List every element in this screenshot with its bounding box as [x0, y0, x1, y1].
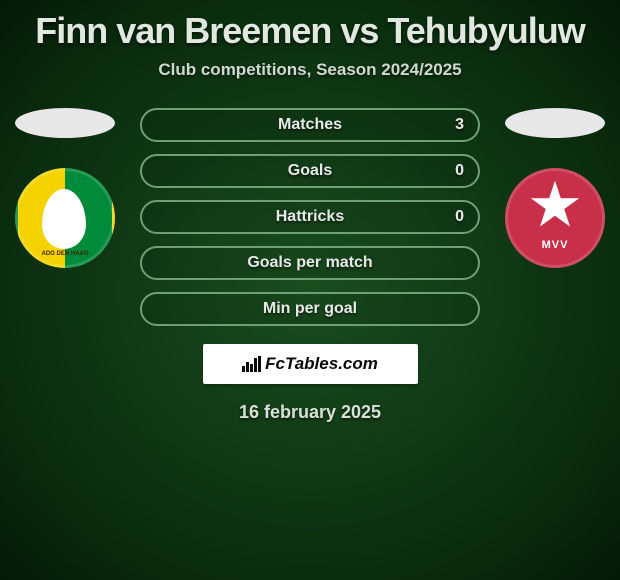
stat-label: Hattricks: [276, 208, 344, 226]
bar-chart-icon: [242, 356, 261, 372]
stat-right-value: 0: [455, 208, 464, 226]
stat-row-hattricks: Hattricks 0: [140, 200, 480, 234]
subtitle: Club competitions, Season 2024/2025: [0, 60, 620, 80]
club-badge-left: [15, 168, 115, 268]
stat-row-goals: Goals 0: [140, 154, 480, 188]
stat-row-min-per-goal: Min per goal: [140, 292, 480, 326]
stat-label: Goals per match: [247, 254, 372, 272]
date-label: 16 february 2025: [0, 402, 620, 423]
stats-list: Matches 3 Goals 0 Hattricks 0 Goals per …: [140, 108, 480, 326]
stat-label: Min per goal: [263, 300, 357, 318]
stat-row-goals-per-match: Goals per match: [140, 246, 480, 280]
player-right-avatar: [505, 108, 605, 138]
player-left-column: [10, 108, 120, 268]
club-badge-right: [505, 168, 605, 268]
page-title: Finn van Breemen vs Tehubyuluw: [0, 0, 620, 52]
player-left-avatar: [15, 108, 115, 138]
stat-right-value: 0: [455, 162, 464, 180]
stat-label: Matches: [278, 116, 342, 134]
stat-label: Goals: [288, 162, 332, 180]
player-right-column: [500, 108, 610, 268]
comparison-panel: Matches 3 Goals 0 Hattricks 0 Goals per …: [0, 108, 620, 326]
stat-row-matches: Matches 3: [140, 108, 480, 142]
brand-box[interactable]: FcTables.com: [203, 344, 418, 384]
brand-label: FcTables.com: [265, 354, 378, 374]
stat-right-value: 3: [455, 116, 464, 134]
